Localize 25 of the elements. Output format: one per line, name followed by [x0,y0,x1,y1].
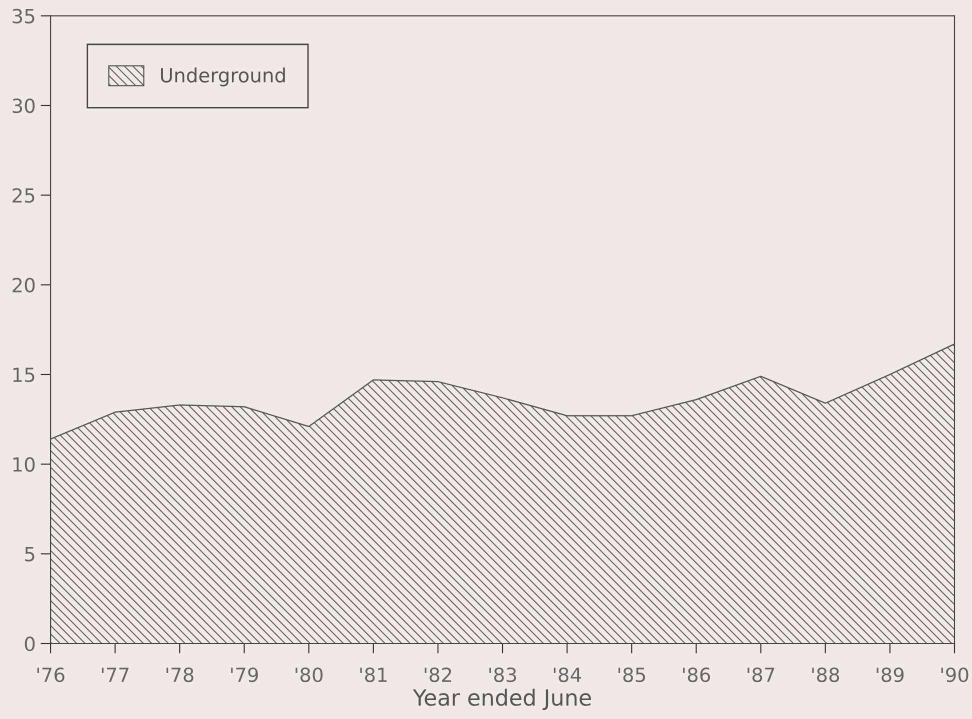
x-tick-label: '86 [683,667,710,682]
x-tick-label: '89 [876,667,904,682]
x-tick-label: '80 [296,667,323,682]
y-tick-label: 10 [13,457,35,472]
y-tick-label: 35 [12,8,34,24]
y-tick-label: 25 [12,188,34,203]
x-tick-label: '90 [941,667,968,682]
y-tick-label: 0 [24,636,35,652]
x-tick-label: '83 [489,667,516,682]
x-tick-label: '79 [231,667,258,682]
y-tick-label: 30 [12,98,35,114]
x-tick-label: '85 [618,667,646,682]
x-tick-label: '84 [554,667,582,682]
y-tick-label: 5 [25,547,34,562]
x-tick-label: '87 [748,667,774,682]
x-tick-label: '81 [360,667,387,682]
x-axis-title: Year ended June [412,688,591,710]
y-tick-label: 15 [13,368,34,382]
x-tick-label: '78 [166,667,194,682]
x-tick-label: '77 [102,668,128,682]
y-tick-label: 20 [12,278,35,292]
x-tick-label: '82 [424,667,452,682]
x-tick-label: '76 [37,667,64,682]
x-tick-label: '88 [812,667,840,682]
legend-label: Underground [161,68,285,86]
